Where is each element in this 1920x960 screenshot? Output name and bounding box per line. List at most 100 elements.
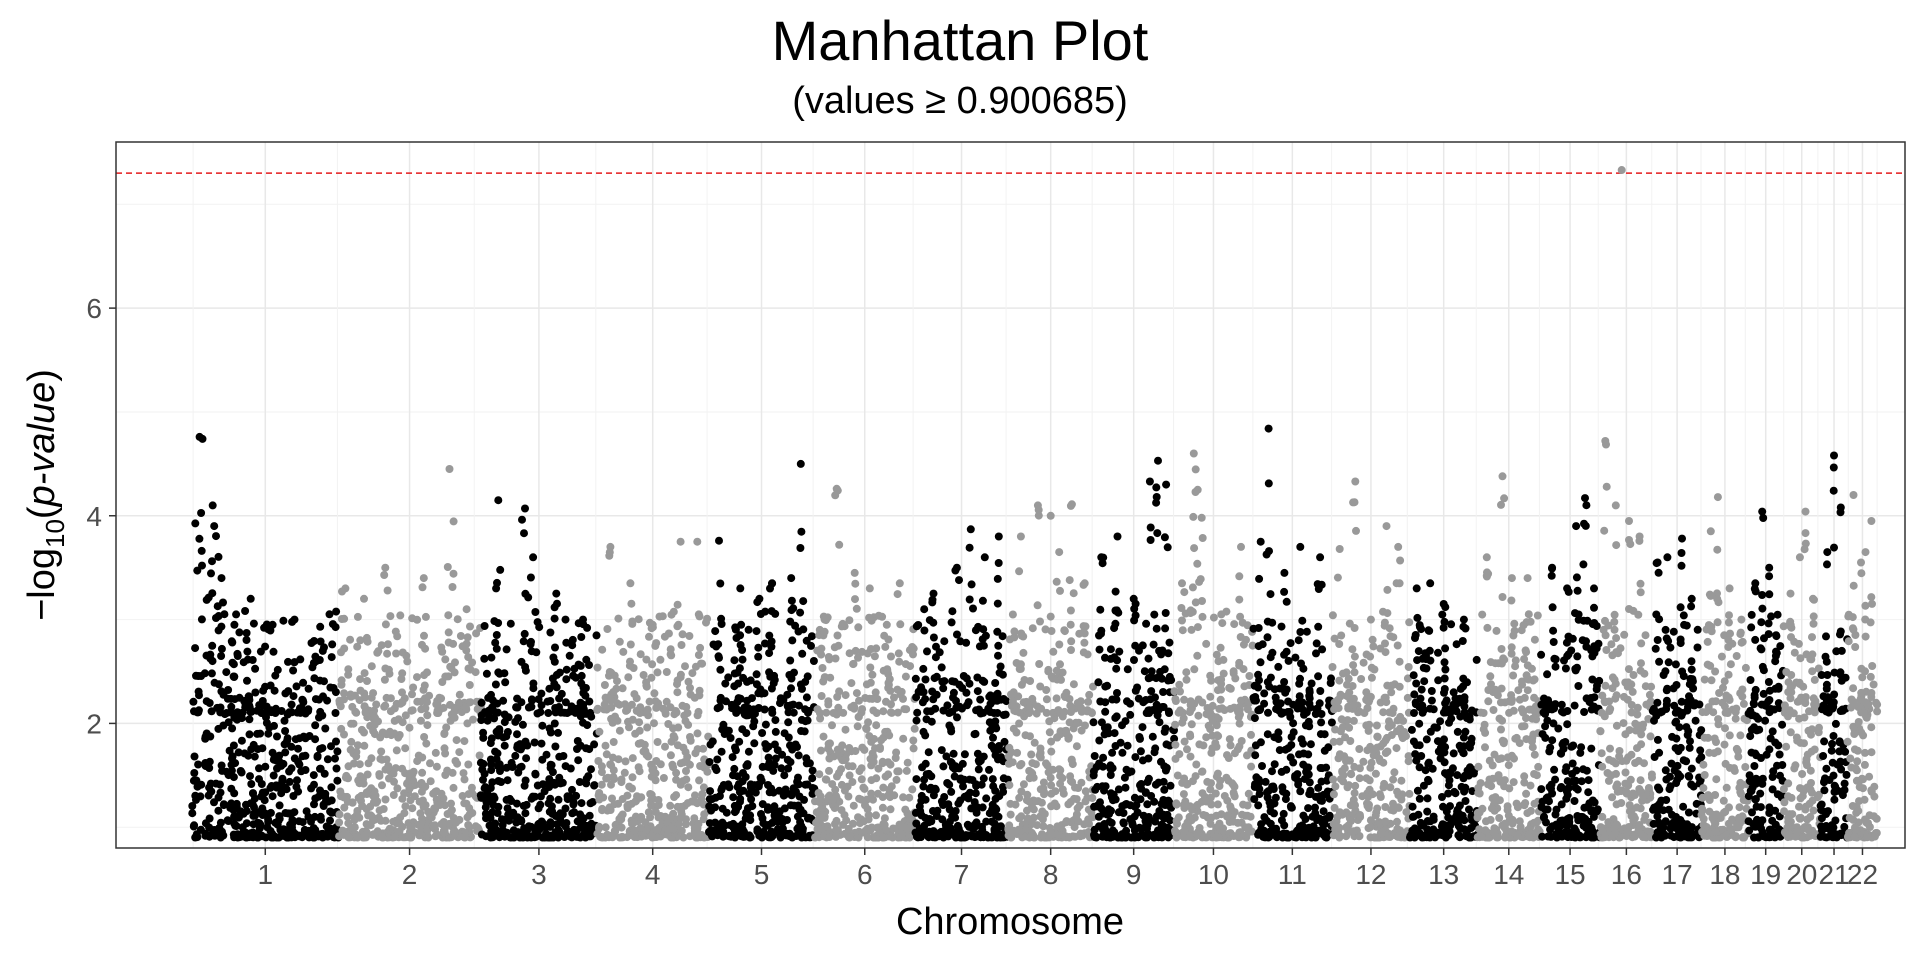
data-point [947,618,956,627]
data-point [1288,830,1297,839]
data-point [1282,765,1291,774]
data-point [372,798,380,807]
data-point [293,776,301,785]
data-point [711,627,720,636]
data-point [1164,707,1173,716]
data-point [1265,798,1274,807]
data-point [828,721,836,730]
data-point [1131,686,1140,695]
data-point [1407,725,1416,734]
data-point [1281,795,1290,804]
data-point [1179,790,1188,799]
data-point [311,721,320,730]
data-point [870,652,879,661]
data-point [1028,818,1036,827]
data-point [1388,709,1397,717]
data-point-peak [1382,522,1391,531]
data-point [1150,748,1159,757]
data-point [1207,800,1216,809]
data-point [1065,833,1074,841]
data-point [189,697,198,706]
data-point [1216,695,1225,704]
data-point [526,640,535,649]
data-point [1120,773,1129,782]
data-point [1056,779,1065,788]
data-point [460,799,469,808]
data-point [995,745,1004,754]
data-point [921,675,930,684]
data-point [392,746,401,755]
data-point [1188,777,1197,786]
data-point [197,509,206,517]
data-point [643,723,652,732]
data-point [1191,465,1200,474]
data-point [1318,764,1327,773]
data-point [1118,721,1126,730]
data-point [634,615,643,624]
data-point [405,831,414,840]
data-point [227,760,236,769]
data-point [512,703,521,712]
data-point [261,788,270,797]
data-point [249,619,258,628]
data-point [661,742,669,751]
data-point [197,615,206,624]
data-point [818,814,826,822]
data-point [800,727,809,736]
data-point [1331,782,1340,791]
plot-panel [116,142,1905,848]
data-point [519,801,528,810]
data-point [802,754,811,763]
data-point [280,716,289,725]
data-point [697,795,706,804]
data-point [789,604,798,613]
data-point [1254,706,1263,715]
data-point [607,696,615,705]
data-point [894,649,903,658]
data-point [998,632,1007,641]
data-point [1160,665,1169,674]
data-point [1160,785,1169,794]
data-point [250,809,259,818]
data-point [1137,780,1146,788]
data-point [606,760,615,769]
data-point [420,733,429,741]
data-point [951,833,960,842]
data-point [871,688,880,697]
data-point [1212,650,1221,659]
data-point [658,612,667,621]
data-point [392,649,401,658]
data-point [380,571,389,579]
data-point [720,831,729,840]
data-point [615,726,624,735]
data-point [771,609,780,618]
data-point [705,828,713,836]
data-point [1243,801,1252,810]
data-point [1255,574,1264,583]
data-point [940,637,949,646]
data-point [971,789,980,798]
data-point [724,673,733,682]
data-point [817,746,825,755]
data-point [1265,547,1273,556]
data-point-peak [1351,477,1360,486]
data-point [464,653,473,662]
data-point [190,752,199,761]
data-point [815,709,824,717]
data-point [964,698,973,707]
data-point [568,809,577,818]
data-point-peak [552,589,561,598]
data-point-peak [1366,615,1375,624]
data-point [1191,488,1200,496]
data-point [866,754,875,763]
data-point [1295,750,1303,759]
data-point [535,623,544,632]
data-point [1077,707,1086,716]
data-point [1315,699,1324,708]
data-point [1055,765,1064,774]
data-point [796,608,805,617]
data-point [232,799,241,808]
data-point [447,664,456,673]
data-point [323,755,332,764]
data-point [453,615,462,624]
